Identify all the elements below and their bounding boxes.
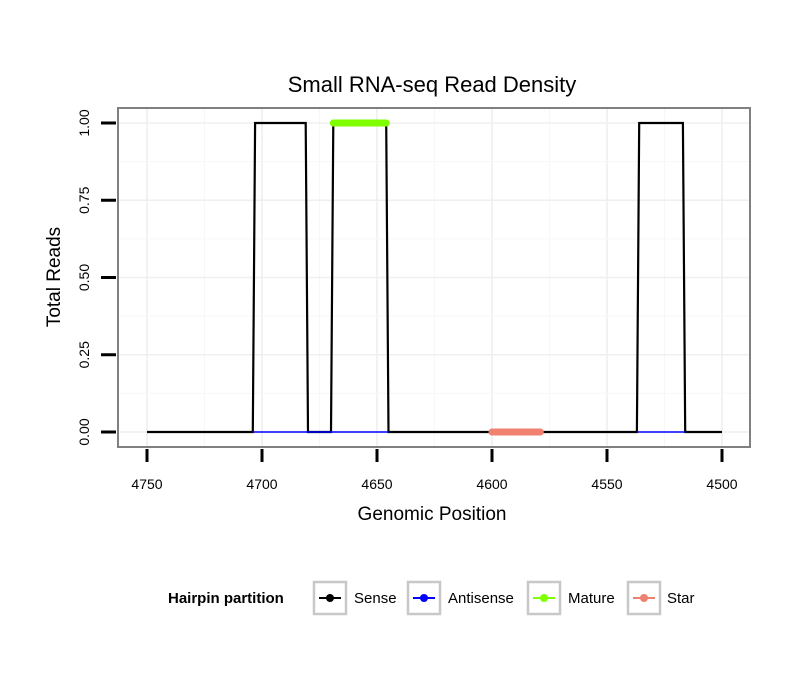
- chart-title: Small RNA-seq Read Density: [288, 72, 577, 97]
- x-tick-label: 4750: [131, 476, 162, 492]
- y-tick-label: 0.00: [76, 418, 92, 445]
- x-tick-label: 4650: [361, 476, 392, 492]
- legend-key-point: [326, 594, 334, 602]
- axes: 4750 4700 4650 4600 4550 4500 0.00 0.25 0.50 0.75…: [76, 109, 738, 492]
- plot-border: [117, 107, 751, 448]
- x-tick-label: 4500: [706, 476, 737, 492]
- data-series: [147, 119, 722, 436]
- legend-key-point: [420, 594, 428, 602]
- y-tick-label: 0.50: [76, 264, 92, 291]
- legend-item-mature: Mature: [526, 580, 615, 616]
- legend-item-sense: Sense: [312, 580, 397, 616]
- legend-key-point: [540, 594, 548, 602]
- x-axis-title: Genomic Position: [358, 504, 507, 525]
- y-tick-label: 0.75: [76, 186, 92, 213]
- legend: Hairpin partition Sense Antisense Mature St…: [168, 580, 695, 616]
- x-tick-label: 4600: [476, 476, 507, 492]
- legend-label: Sense: [354, 590, 397, 607]
- x-tick-label: 4550: [591, 476, 622, 492]
- legend-item-antisense: Antisense: [406, 580, 514, 616]
- y-tick-label: 0.25: [76, 341, 92, 368]
- x-tick-label: 4700: [246, 476, 277, 492]
- legend-key-point: [640, 594, 648, 602]
- legend-item-star: Star: [626, 580, 695, 616]
- y-axis-title: Total Reads: [44, 227, 65, 327]
- y-tick-label: 1.00: [76, 109, 92, 136]
- legend-label: Star: [667, 590, 695, 607]
- legend-label: Antisense: [448, 590, 514, 607]
- legend-title: Hairpin partition: [168, 590, 284, 607]
- legend-label: Mature: [568, 590, 615, 607]
